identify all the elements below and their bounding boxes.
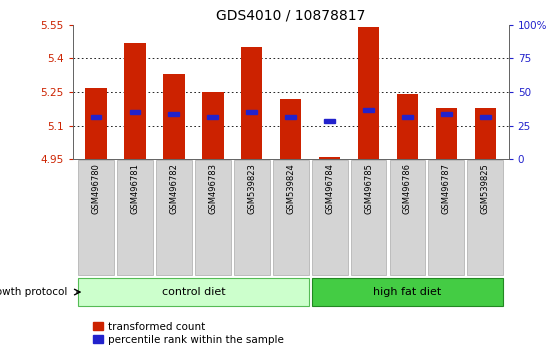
Text: GSM496784: GSM496784 — [325, 163, 334, 214]
Text: control diet: control diet — [162, 287, 225, 297]
Bar — [202, 92, 224, 159]
FancyBboxPatch shape — [78, 278, 309, 306]
Bar — [319, 157, 340, 159]
Text: GSM539825: GSM539825 — [481, 163, 490, 213]
Bar — [324, 119, 335, 123]
FancyBboxPatch shape — [156, 160, 192, 275]
Bar — [397, 94, 418, 159]
Text: GSM496780: GSM496780 — [92, 163, 101, 214]
Bar — [358, 27, 379, 159]
Bar — [207, 115, 218, 119]
Bar — [86, 87, 107, 159]
Text: high fat diet: high fat diet — [373, 287, 442, 297]
Bar — [241, 47, 263, 159]
Bar — [247, 110, 257, 114]
Bar — [168, 113, 179, 116]
Bar — [441, 113, 452, 116]
Text: GSM539823: GSM539823 — [247, 163, 256, 214]
Bar — [130, 110, 140, 114]
Bar — [285, 115, 296, 119]
FancyBboxPatch shape — [312, 160, 348, 275]
Text: GSM496782: GSM496782 — [169, 163, 178, 214]
FancyBboxPatch shape — [350, 160, 386, 275]
Title: GDS4010 / 10878817: GDS4010 / 10878817 — [216, 8, 366, 22]
Text: GSM496785: GSM496785 — [364, 163, 373, 214]
Text: GSM496783: GSM496783 — [209, 163, 217, 214]
FancyBboxPatch shape — [195, 160, 231, 275]
Text: growth protocol: growth protocol — [0, 287, 67, 297]
FancyBboxPatch shape — [273, 160, 309, 275]
Bar — [163, 74, 184, 159]
FancyBboxPatch shape — [312, 278, 503, 306]
Bar — [475, 108, 496, 159]
Text: GSM496787: GSM496787 — [442, 163, 451, 214]
FancyBboxPatch shape — [390, 160, 425, 275]
Bar — [435, 108, 457, 159]
FancyBboxPatch shape — [234, 160, 269, 275]
FancyBboxPatch shape — [429, 160, 465, 275]
Bar — [402, 115, 413, 119]
Text: GSM539824: GSM539824 — [286, 163, 295, 213]
Text: GSM496786: GSM496786 — [403, 163, 412, 214]
FancyBboxPatch shape — [467, 160, 503, 275]
Bar — [363, 108, 374, 112]
Legend: transformed count, percentile rank within the sample: transformed count, percentile rank withi… — [89, 317, 288, 349]
Bar — [480, 115, 491, 119]
FancyBboxPatch shape — [117, 160, 153, 275]
Text: GSM496781: GSM496781 — [130, 163, 139, 214]
Bar — [124, 43, 146, 159]
Bar — [91, 115, 102, 119]
FancyBboxPatch shape — [78, 160, 114, 275]
Bar — [280, 99, 301, 159]
